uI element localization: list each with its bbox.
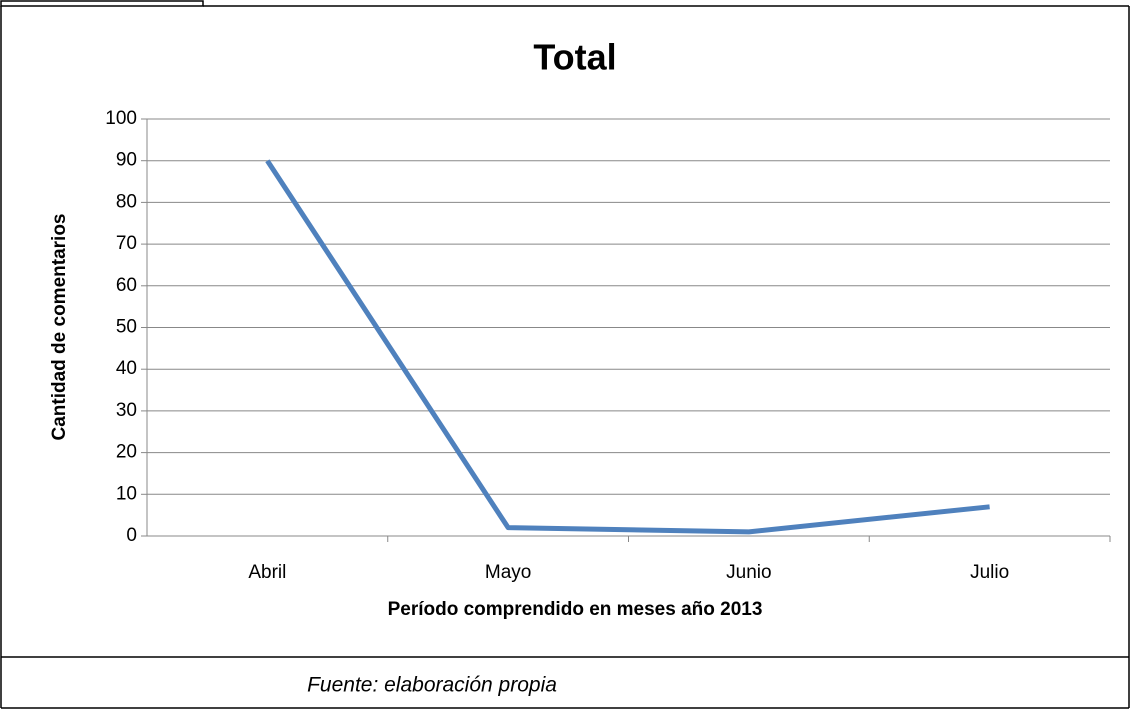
chart-title: Total xyxy=(533,37,616,78)
y-tick-label: 80 xyxy=(116,191,137,212)
y-tick-label: 30 xyxy=(116,400,137,421)
y-tick-label: 40 xyxy=(116,358,137,379)
y-axis-label: Cantidad de comentarios xyxy=(49,214,70,441)
y-tick-label: 20 xyxy=(116,442,137,463)
x-tick-label: Mayo xyxy=(485,562,531,583)
y-tick-label: 50 xyxy=(116,317,137,338)
y-tick-label: 0 xyxy=(126,525,137,546)
y-tick-label: 90 xyxy=(116,150,137,171)
x-tick-label: Junio xyxy=(726,562,771,583)
y-tick-label: 10 xyxy=(116,483,137,504)
x-axis-label: Período comprendido en meses año 2013 xyxy=(388,599,763,620)
series-line xyxy=(265,159,990,535)
caption: Fuente: elaboración propia xyxy=(307,674,557,697)
x-tick-label: Julio xyxy=(970,562,1009,583)
corner-box xyxy=(0,0,204,7)
y-tick-label: 60 xyxy=(116,275,137,296)
x-tick-label: Abril xyxy=(248,562,286,583)
y-tick-label: 70 xyxy=(116,233,137,254)
y-tick-label: 100 xyxy=(105,108,137,129)
